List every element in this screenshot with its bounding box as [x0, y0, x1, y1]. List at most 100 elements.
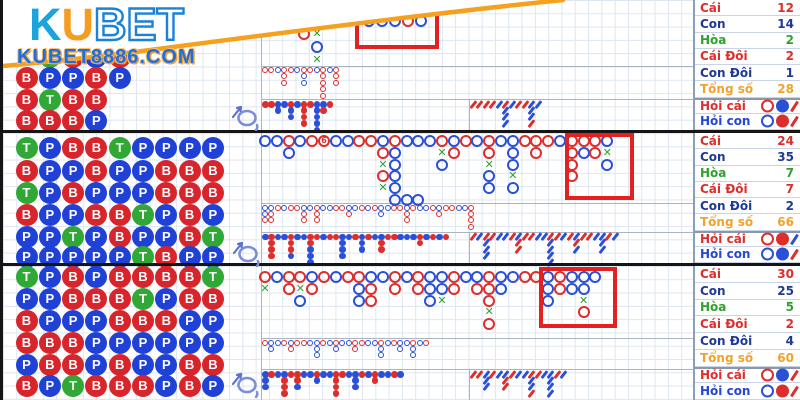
small-road-dot [397, 233, 404, 240]
big-eye-mark [410, 339, 417, 346]
bead-P: P [85, 245, 108, 268]
small-road-dot [442, 233, 450, 240]
stat-label: Hỏi cái [700, 368, 746, 383]
bead-P: P [155, 225, 178, 248]
stat-value: 4 [785, 333, 794, 348]
big-eye-mark [281, 204, 288, 211]
bead-P: P [38, 288, 61, 310]
banker-circle [483, 318, 496, 331]
big-eye-mark [294, 67, 301, 73]
stat-value: 24 [777, 133, 794, 148]
banker-circle [530, 146, 543, 159]
bead-B: B [85, 288, 108, 310]
big-eye-mark [274, 204, 281, 211]
section-divider [3, 263, 800, 266]
small-road-dot [307, 371, 314, 378]
stat-row: Con Đôi 2 [695, 198, 800, 215]
small-road-dot [313, 371, 321, 378]
big-eye-mark [391, 339, 397, 346]
small-road-dot [268, 239, 275, 247]
stat-row-ask-player[interactable]: Hỏi con [695, 247, 800, 263]
circle-outline-icon [761, 232, 774, 246]
bead-P: P [38, 245, 61, 268]
small-road-dot [307, 233, 314, 240]
big-eye-mark [313, 204, 320, 211]
big-eye-mark [358, 339, 365, 346]
player-circle [506, 135, 519, 147]
stat-value: 12 [777, 0, 794, 15]
stat-row-ask-player[interactable]: Hỏi con [695, 383, 800, 400]
banker-circle [324, 2, 336, 14]
bead-B: B [15, 375, 38, 397]
circle-filled-icon [775, 99, 789, 113]
slash-icon [789, 115, 800, 128]
big-eye-mark [274, 67, 281, 73]
circle-outline-icon [761, 384, 774, 398]
bead-B: B [178, 160, 201, 182]
player-circle [341, 135, 354, 147]
bead-P: P [38, 225, 61, 248]
bead-B: B [15, 160, 38, 182]
bead-P: P [85, 182, 108, 204]
banker-circle [318, 271, 330, 283]
big-eye-mark [332, 73, 339, 80]
bead-B: B [108, 204, 131, 226]
bead-B: B [155, 266, 178, 288]
player-circle [412, 135, 425, 147]
bead-T: T [201, 266, 224, 288]
big-eye-mark [313, 352, 320, 359]
big-eye-mark [320, 339, 327, 346]
bead-T: T [38, 89, 61, 111]
big-eye-mark [352, 345, 359, 352]
tie-x-mark: ✕ [312, 53, 322, 66]
big-eye-mark [268, 204, 275, 211]
stat-row-ask-banker[interactable]: Hỏi cái [695, 230, 800, 247]
big-eye-mark [384, 339, 391, 346]
tie-x-mark: ✕ [378, 157, 388, 171]
stat-value: 60 [777, 350, 794, 365]
small-road-dot [281, 390, 288, 397]
stat-row: Con 14 [695, 16, 800, 33]
small-roach-separator [469, 231, 470, 263]
small-road-dot [320, 371, 327, 378]
banker-circle [259, 2, 271, 14]
small-road-dot [429, 233, 437, 240]
small-road-dot [384, 371, 392, 378]
big-eye-mark [307, 204, 314, 211]
big-eye-mark [281, 79, 288, 86]
stat-label: Cái Đôi [700, 182, 748, 197]
small-road-dot [332, 371, 340, 378]
bead-road-separator [261, 133, 262, 263]
player-circle [436, 271, 448, 283]
banker-circle [483, 271, 496, 283]
stat-row-ask-banker[interactable]: Hỏi cái [695, 97, 800, 114]
circle-outline-icon [761, 99, 774, 113]
player-circle [424, 282, 437, 295]
player-circle [388, 170, 401, 183]
bead-T: T [62, 225, 85, 248]
player-circle [272, 2, 284, 14]
player-circle [436, 282, 448, 295]
stat-row: Cái Đôi 2 [695, 49, 800, 65]
small-road-dot [397, 371, 404, 378]
section-1: T B P B B P P B P B T B B B B B P ✕ ✕ Cái 12 Con 14 Hòa 2 Cái Đôi… [3, 0, 800, 134]
bead-B: B [85, 137, 108, 159]
bead-B: B [15, 67, 38, 89]
small-road-dot [294, 101, 301, 108]
tie-x-mark: ✕ [260, 281, 270, 295]
stat-row: Con 35 [695, 149, 800, 166]
stat-row: Con 25 [695, 283, 800, 300]
player-circle [565, 271, 578, 283]
stat-value: 2 [785, 198, 794, 213]
banker-circle [298, 2, 310, 14]
stat-row-ask-banker[interactable]: Hỏi cái [695, 366, 800, 384]
stat-value: 1 [785, 65, 794, 80]
big-eye-mark [384, 204, 391, 211]
big-eye-mark [410, 345, 417, 352]
player-circle [311, 15, 323, 27]
big-eye-mark [345, 204, 352, 211]
big-eye-mark [365, 339, 372, 346]
big-eye-mark [371, 339, 378, 346]
stat-row-ask-player[interactable]: Hỏi con [695, 114, 800, 130]
